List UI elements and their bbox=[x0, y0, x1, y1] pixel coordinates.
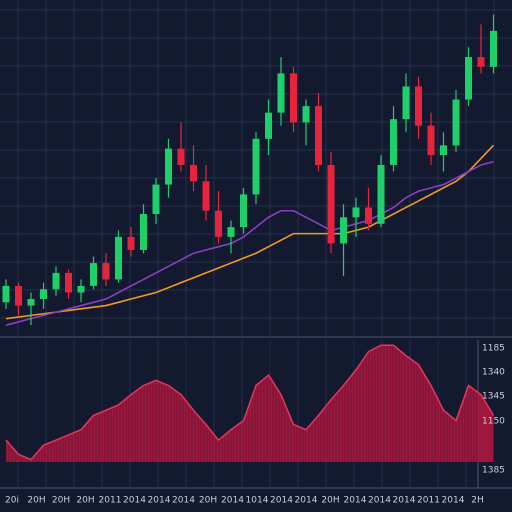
x-axis-label: 2014 bbox=[172, 496, 195, 506]
candle-body bbox=[240, 194, 247, 228]
x-axis-label: 2014 bbox=[393, 496, 416, 506]
candle-body bbox=[452, 99, 460, 146]
x-axis-label: 2011 bbox=[99, 496, 122, 506]
candle-body bbox=[415, 86, 422, 126]
moving-average-line bbox=[5, 144, 495, 320]
candle-body bbox=[402, 86, 410, 120]
candle-body bbox=[65, 272, 72, 293]
candle-body bbox=[177, 148, 185, 165]
y-axis-label: 1345 bbox=[482, 392, 505, 402]
y-axis-label: 1185 bbox=[482, 344, 505, 354]
x-axis-label: 2011 bbox=[417, 496, 440, 506]
x-axis-label: 20H bbox=[76, 496, 94, 506]
candle-body bbox=[15, 285, 22, 306]
x-axis-label: 2014 bbox=[442, 496, 465, 506]
x-axis-label: 2014 bbox=[270, 496, 293, 506]
candle-body bbox=[277, 73, 285, 113]
candle-body bbox=[327, 164, 335, 244]
x-axis-label: 2014 bbox=[221, 496, 244, 506]
candle-body bbox=[102, 263, 110, 280]
candle-body bbox=[115, 236, 122, 280]
x-axis-label: 20H bbox=[52, 496, 70, 506]
candle-body bbox=[465, 57, 472, 100]
candle-body bbox=[302, 106, 310, 123]
candle-body bbox=[52, 272, 60, 290]
x-axis-label: 20H bbox=[27, 496, 45, 506]
candle-body bbox=[352, 207, 360, 218]
candle-body bbox=[365, 207, 372, 224]
candle-body bbox=[27, 299, 35, 306]
x-axis-label: 2014 bbox=[295, 496, 318, 506]
x-axis-label: 2014 bbox=[123, 496, 146, 506]
y-axis-label: 1150 bbox=[482, 417, 505, 427]
y-axis-label: 1385 bbox=[482, 466, 505, 476]
candle-body bbox=[2, 285, 10, 303]
candle-body bbox=[377, 164, 385, 224]
candle-body bbox=[215, 210, 222, 237]
indicator-line bbox=[5, 344, 495, 461]
candle-body bbox=[340, 217, 347, 244]
candle-body bbox=[227, 227, 235, 237]
x-axis-label: 20i bbox=[5, 496, 19, 506]
x-axis-label: 20H bbox=[199, 496, 217, 506]
x-axis-label: 2014 bbox=[148, 496, 171, 506]
y-axis-label: 1340 bbox=[482, 368, 505, 378]
candle-body bbox=[265, 112, 272, 139]
candle-body bbox=[165, 148, 172, 185]
candle-body bbox=[190, 164, 197, 182]
x-axis-label: 2H bbox=[471, 496, 484, 506]
candle-body bbox=[127, 236, 135, 250]
candle-body bbox=[77, 285, 85, 293]
candle-body bbox=[477, 57, 485, 67]
candle-body bbox=[140, 214, 147, 250]
candle-body bbox=[252, 138, 260, 195]
candle-body bbox=[152, 184, 160, 215]
candle-body bbox=[40, 289, 47, 300]
candle-body bbox=[440, 145, 447, 156]
candle-body bbox=[390, 119, 397, 165]
candle-body bbox=[90, 263, 97, 286]
candle-body bbox=[202, 181, 210, 211]
moving-average-line bbox=[5, 160, 494, 326]
x-axis-label: 20H bbox=[321, 496, 339, 506]
x-axis-label: 1014 bbox=[246, 496, 269, 506]
x-axis-label: 2014 bbox=[344, 496, 367, 506]
x-axis-label: 2014 bbox=[368, 496, 391, 506]
candle-body bbox=[427, 125, 435, 156]
candle-body bbox=[490, 30, 497, 67]
candle-body bbox=[290, 73, 297, 123]
candle-body bbox=[315, 106, 322, 165]
